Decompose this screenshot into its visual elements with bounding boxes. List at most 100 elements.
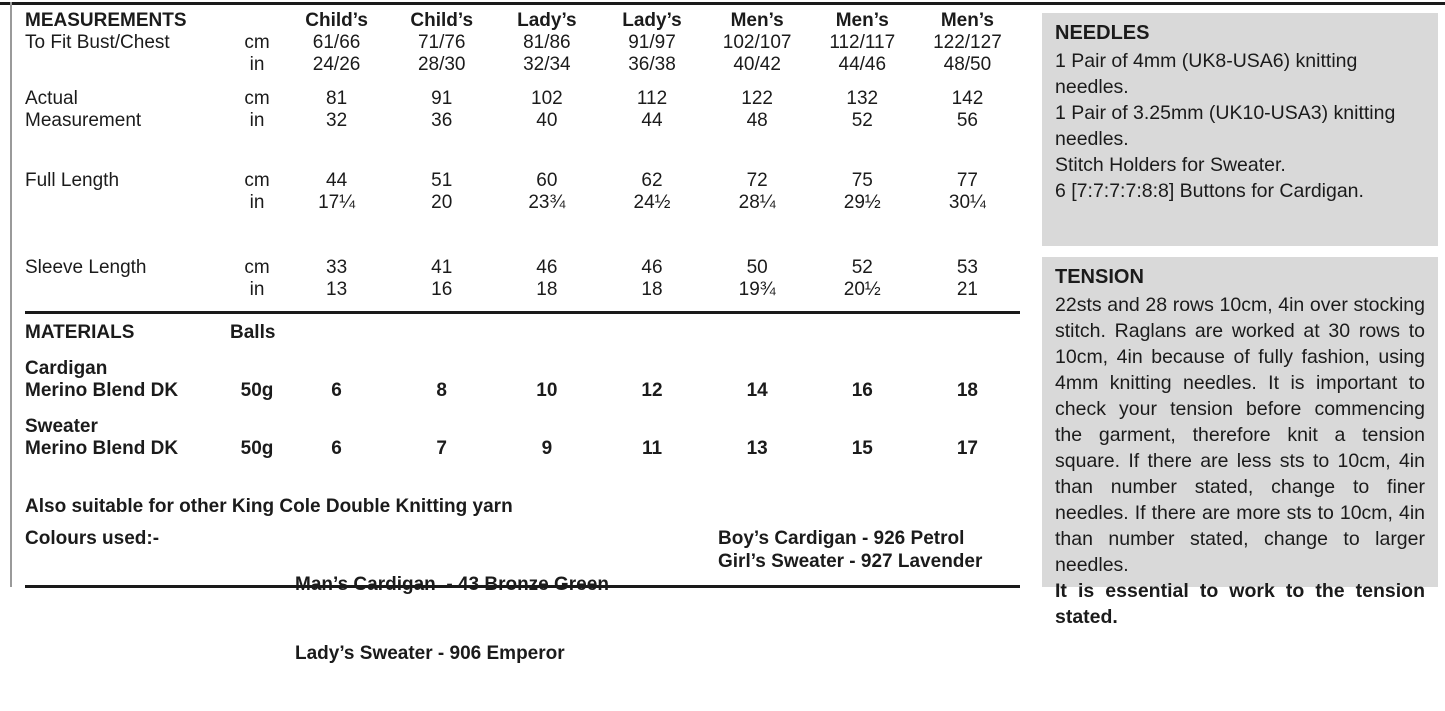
- knitting-pattern-info-page: { "page": { "panel_bg": "#d9d9d9", "rule…: [0, 0, 1445, 664]
- unit-in-label: in: [249, 54, 265, 75]
- measurement-value-cm: 50: [746, 257, 768, 278]
- spacer-row: [25, 132, 1020, 170]
- measurement-label: Actual: [25, 88, 78, 109]
- colours-column-1: Man’s Cardigan - 43 Bronze Green Lady’s …: [295, 527, 609, 711]
- unit-cm-label: cm: [244, 32, 270, 53]
- measurement-value-cm: 122/127: [933, 32, 1002, 53]
- material-garment-name: Sweater: [25, 416, 98, 437]
- size-column-header: Men’s: [730, 10, 784, 31]
- needles-line: 1 Pair of 4mm (UK8-USA6) knitting needle…: [1055, 50, 1358, 98]
- yarn-substitution-note: Also suitable for other King Cole Double…: [25, 496, 513, 517]
- measurement-value-in: 36: [431, 110, 453, 131]
- measurement-value-in: 24/26: [312, 54, 361, 75]
- measurement-value-in: 21: [956, 279, 978, 300]
- size-column-header: Lady’s: [517, 10, 577, 31]
- measurement-value-in: 13: [326, 279, 348, 300]
- measurement-value-cm: 122: [741, 88, 773, 109]
- measurement-value-in: 29½: [843, 192, 881, 213]
- colour-line-ladys-sweater: Lady’s Sweater - 906 Emperor: [295, 643, 565, 664]
- measurement-value-cm: 71/76: [417, 32, 466, 53]
- material-balls-count: 9: [541, 438, 553, 459]
- needles-line: 1 Pair of 3.25mm (UK10-USA3) knitting ne…: [1055, 102, 1396, 150]
- measurement-value-in: 20½: [843, 279, 881, 300]
- measurement-value-cm: 52: [851, 257, 873, 278]
- spacer-row: [25, 214, 1020, 257]
- measurement-value-in: 20: [431, 192, 453, 213]
- measurement-value-in: 18: [536, 279, 558, 300]
- measurement-value-in: 28/30: [417, 54, 466, 75]
- measurement-value-cm: 46: [536, 257, 558, 278]
- size-column-header: Child’s: [410, 10, 474, 31]
- measurement-label: To Fit Bust/Chest: [25, 32, 170, 53]
- balls-column-header: Balls: [230, 322, 276, 343]
- tension-panel: TENSION 22sts and 28 rows 10cm, 4in over…: [1042, 257, 1438, 628]
- measurement-value-in: 48: [746, 110, 768, 131]
- measurement-value-in: 44/46: [838, 54, 887, 75]
- measurement-value-in: 48/50: [943, 54, 992, 75]
- measurement-value-in: 17¼: [318, 192, 356, 213]
- size-column-header: Men’s: [940, 10, 994, 31]
- materials-title: MATERIALS: [25, 322, 135, 343]
- needles-line: 6 [7:7:7:7:8:8] Buttons for Cardigan.: [1055, 180, 1364, 202]
- material-balls-count: 13: [746, 438, 768, 459]
- measurement-value-in: 32: [326, 110, 348, 131]
- colours-column-2: Boy’s Cardigan - 926 Petrol Girl’s Sweat…: [718, 527, 982, 573]
- material-balls-count: 11: [641, 438, 663, 459]
- measurement-value-in: 44: [641, 110, 663, 131]
- material-balls-count: 12: [641, 380, 663, 401]
- size-column-header: Lady’s: [622, 10, 682, 31]
- colour-line-mans-cardigan: Man’s Cardigan - 43 Bronze Green: [295, 574, 609, 595]
- tension-title: TENSION: [1055, 266, 1144, 288]
- measurement-value-cm: 72: [746, 170, 768, 191]
- measurement-value-in: 16: [431, 279, 453, 300]
- measurement-value-cm: 112: [636, 88, 668, 109]
- measurement-value-cm: 33: [326, 257, 348, 278]
- colours-used-label: Colours used:-: [25, 528, 160, 549]
- measurement-value-in: 40: [536, 110, 558, 131]
- tension-emphasis: It is essential to work to the tension s…: [1055, 580, 1425, 628]
- measurement-value-cm: 91/97: [628, 32, 676, 53]
- size-column-header: Men’s: [835, 10, 889, 31]
- measurement-value-cm: 53: [956, 257, 978, 278]
- material-garment-name: Cardigan: [25, 358, 108, 379]
- unit-cm-label: cm: [244, 170, 270, 191]
- tension-body: 22sts and 28 rows 10cm, 4in over stockin…: [1055, 294, 1425, 576]
- colour-line-girls-sweater: Girl’s Sweater - 927 Lavender: [718, 551, 983, 572]
- measurement-value-cm: 75: [851, 170, 873, 191]
- section-divider-row: [25, 301, 1020, 322]
- material-yarn-name: Merino Blend DK: [25, 380, 179, 401]
- measurement-value-in: 24½: [633, 192, 671, 213]
- measurement-label: Sleeve Length: [25, 257, 147, 278]
- material-balls-count: 16: [851, 380, 873, 401]
- measurement-value-cm: 102: [531, 88, 563, 109]
- measurement-label: Full Length: [25, 170, 120, 191]
- measurement-label-line2: [25, 279, 230, 301]
- left-border-line: [10, 2, 12, 587]
- spacer-row: [25, 402, 1020, 416]
- measurement-value-cm: 91: [431, 88, 453, 109]
- measurement-value-in: 32/34: [523, 54, 571, 75]
- unit-cm-label: cm: [244, 88, 270, 109]
- colour-line-boys-cardigan: Boy’s Cardigan - 926 Petrol: [718, 528, 965, 549]
- measurement-label-line2: [25, 54, 230, 76]
- measurement-value-cm: 61/66: [312, 32, 361, 53]
- needles-line: Stitch Holders for Sweater.: [1055, 154, 1286, 176]
- measurement-value-cm: 77: [956, 170, 978, 191]
- measurement-value-in: 40/42: [733, 54, 781, 75]
- measurement-value-in: 19¾: [738, 279, 776, 300]
- material-balls-count: 17: [956, 438, 978, 459]
- measurement-value-in: 56: [956, 110, 978, 131]
- measurement-label-line2: Measurement: [25, 110, 142, 131]
- measurement-value-cm: 44: [326, 170, 348, 191]
- measurement-value-cm: 142: [951, 88, 984, 109]
- measurement-value-in: 23¾: [528, 192, 566, 213]
- measurements-materials-table: MEASUREMENTS Child’s Child’s Lady’s Lady’s Me…: [25, 10, 1020, 460]
- material-balls-count: 6: [331, 438, 342, 459]
- needles-panel: NEEDLES 1 Pair of 4mm (UK8-USA6) knittin…: [1042, 13, 1438, 246]
- needles-title: NEEDLES: [1055, 22, 1150, 44]
- material-balls-count: 7: [436, 438, 447, 459]
- unit-in-label: in: [249, 192, 265, 213]
- measurement-value-cm: 132: [846, 88, 879, 109]
- measurement-value-cm: 81/86: [523, 32, 571, 53]
- material-balls-count: 14: [746, 380, 768, 401]
